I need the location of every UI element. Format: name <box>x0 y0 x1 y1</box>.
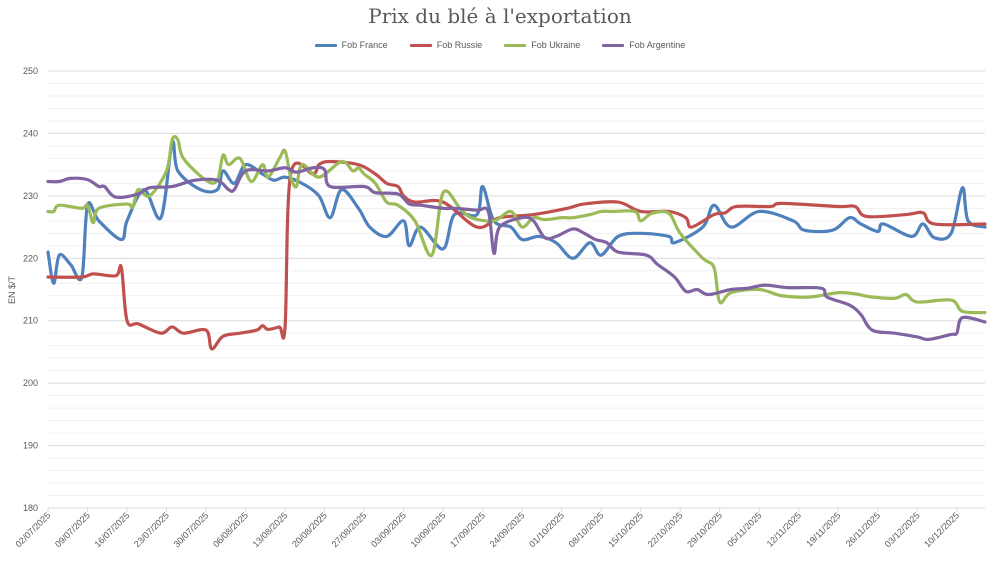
legend-swatch <box>409 43 432 47</box>
legend-label: Fob France <box>341 40 388 50</box>
y-tick-label: 220 <box>23 253 38 263</box>
x-tick-label: 03/12/2025 <box>883 510 922 549</box>
gridlines <box>48 70 985 509</box>
x-tick-label: 27/08/2025 <box>330 510 369 549</box>
y-tick-label: 190 <box>23 441 38 451</box>
legend-item-argentine: Fob Argentine <box>602 40 685 50</box>
x-tick-label: 29/10/2025 <box>685 510 724 549</box>
legend-swatch <box>602 43 625 47</box>
legend-label: Fob Russie <box>436 40 483 50</box>
legend-label: Fob Ukraine <box>531 40 581 50</box>
x-tick-label: 01/10/2025 <box>527 510 566 549</box>
legend: Fob France Fob Russie Fob Ukraine Fob Ar… <box>0 40 1000 50</box>
legend-item-ukraine: Fob Ukraine <box>504 40 580 50</box>
x-tick-label: 09/07/2025 <box>53 510 92 549</box>
series-line-fob-france <box>46 139 987 285</box>
x-axis: 02/07/2025 09/07/2025 16/07/2025 23/07/2025… <box>13 508 961 549</box>
x-tick-label: 20/08/2025 <box>290 510 329 549</box>
x-tick-label: 30/07/2025 <box>172 510 211 549</box>
legend-swatch <box>504 43 527 47</box>
x-tick-label: 05/11/2025 <box>725 510 763 548</box>
x-tick-label: 16/07/2025 <box>93 510 132 549</box>
x-tick-label: 10/12/2025 <box>922 510 961 549</box>
y-tick-label: 240 <box>23 128 38 138</box>
legend-swatch <box>314 43 337 47</box>
x-tick-label: 13/08/2025 <box>251 510 290 549</box>
x-tick-label: 15/10/2025 <box>606 510 645 549</box>
y-axis-title: EN $/T <box>7 275 17 304</box>
x-tick-label: 26/11/2025 <box>844 510 882 548</box>
legend-label: Fob Argentine <box>629 40 686 50</box>
series-lines <box>46 134 987 351</box>
x-tick-label: 12/11/2025 <box>765 510 803 548</box>
x-tick-label: 06/08/2025 <box>211 510 250 549</box>
y-tick-label: 180 <box>23 503 38 513</box>
x-tick-label: 22/10/2025 <box>646 510 685 549</box>
x-tick-label: 23/07/2025 <box>132 510 171 549</box>
series-line-fob-russie <box>46 159 987 351</box>
x-tick-label: 02/07/2025 <box>13 510 52 549</box>
x-tick-label: 03/09/2025 <box>369 510 408 549</box>
x-tick-label: 08/10/2025 <box>567 510 606 549</box>
series-line-fob-argentine <box>46 165 987 342</box>
series-line-fob-ukraine <box>46 134 987 315</box>
y-tick-label: 210 <box>23 316 38 326</box>
legend-item-russie: Fob Russie <box>409 40 483 50</box>
y-axis: 180 190 200 210 220 230 240 250 <box>23 66 38 513</box>
y-tick-label: 200 <box>23 378 38 388</box>
y-tick-label: 230 <box>23 191 38 201</box>
x-tick-label: 24/09/2025 <box>488 510 527 549</box>
y-tick-label: 250 <box>23 66 38 76</box>
x-tick-label: 19/11/2025 <box>804 510 842 548</box>
x-tick-label: 10/09/2025 <box>409 510 448 549</box>
legend-item-france: Fob France <box>314 40 388 50</box>
x-tick-label: 17/09/2025 <box>448 510 487 549</box>
chart-title: Prix du blé à l'exportation <box>368 4 632 28</box>
